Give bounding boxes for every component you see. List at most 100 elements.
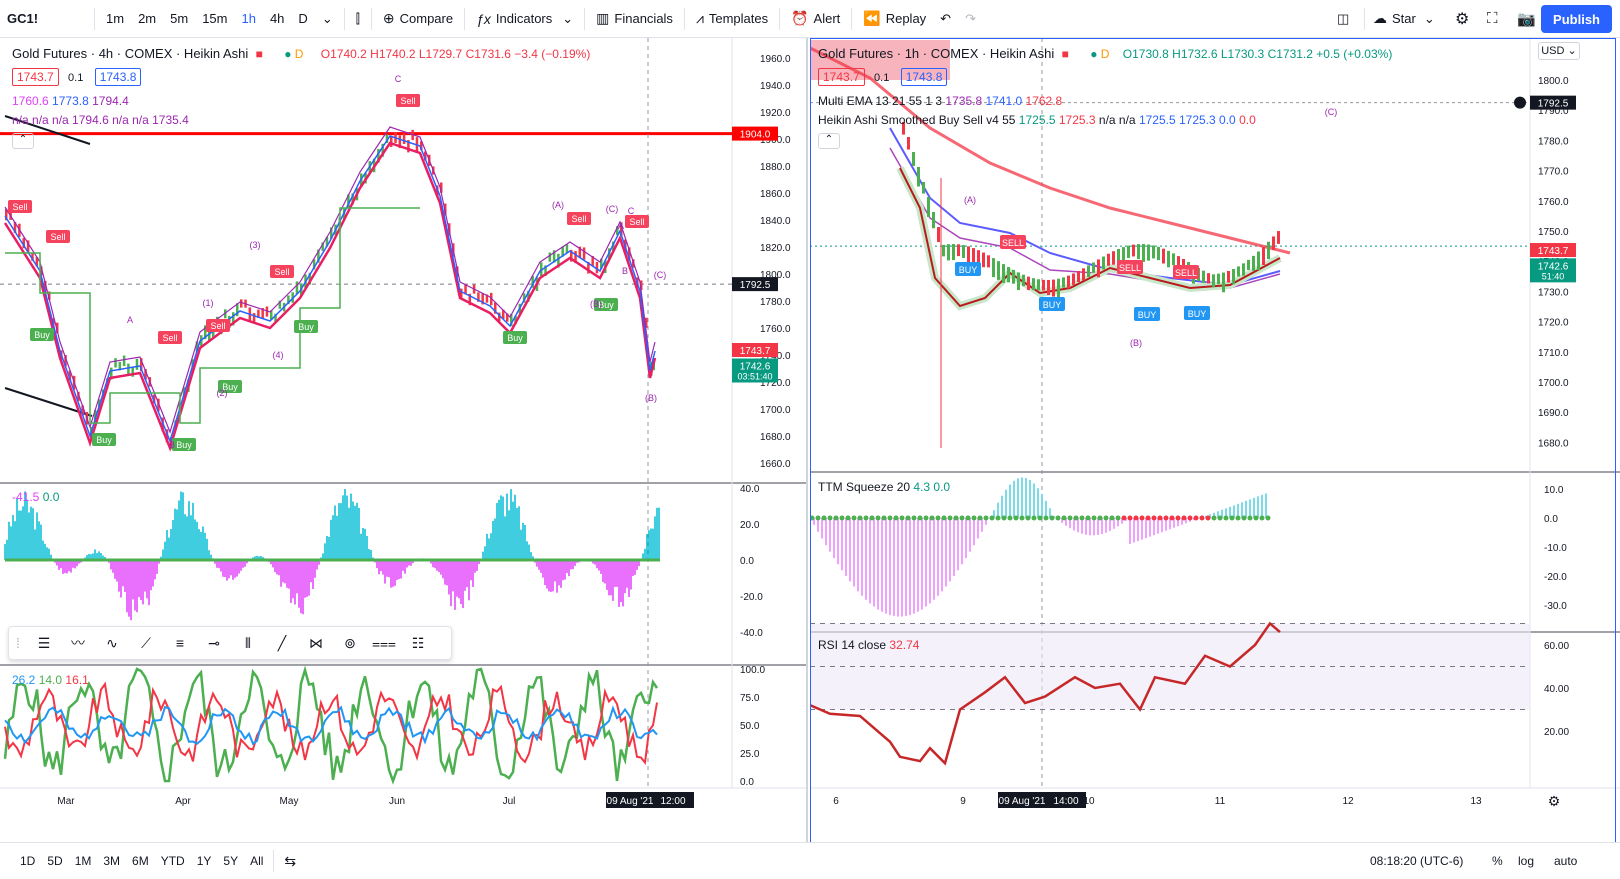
range-6m[interactable]: 6M [132, 854, 149, 868]
collapse-legend-button[interactable]: ⌃ [12, 133, 34, 149]
symbol-search[interactable]: GC1! [7, 11, 39, 26]
auto-toggle[interactable]: auto [1554, 854, 1578, 868]
range-5d[interactable]: 5D [47, 854, 63, 868]
range-ytd[interactable]: YTD [160, 854, 185, 868]
squeeze-dot [1133, 515, 1139, 521]
candle [1107, 253, 1110, 266]
candle [1277, 231, 1280, 244]
data-status-icon: ● [1090, 47, 1098, 61]
rsi-tick: 20.00 [1544, 727, 1569, 738]
interval-5m[interactable]: 5m [170, 11, 189, 26]
interval-4h[interactable]: 4h [269, 11, 285, 26]
more-lines-icon[interactable]: ☷ [411, 634, 425, 651]
interval-15m[interactable]: 15m [202, 11, 228, 26]
candle [152, 394, 156, 404]
candle [381, 143, 384, 157]
squeeze-dot [1085, 515, 1091, 521]
settings-lines-icon[interactable]: ⩶ [372, 634, 396, 651]
bar-style-icon[interactable]: ⫿ [355, 10, 360, 26]
templates-icon: ⩘ [695, 10, 704, 26]
camera-icon[interactable]: 📷 [1517, 10, 1536, 28]
horizontal-lines-icon[interactable]: ☰ [37, 634, 51, 651]
right-chart-canvas[interactable]: 1800.01790.01780.01770.01760.01750.01740… [810, 38, 1620, 842]
elliott-impulse-icon[interactable]: 〰 [71, 635, 85, 651]
log-toggle[interactable]: log [1518, 854, 1535, 868]
interval-2m[interactable]: 2m [138, 11, 157, 26]
squeeze-dot [869, 515, 875, 521]
candle [236, 303, 239, 317]
left-chart-panel[interactable]: 1960.01940.01920.01900.01880.01860.01840… [0, 38, 808, 842]
currency-selector[interactable]: USD ⌄ [1538, 42, 1580, 60]
undo-icon[interactable]: ↶ [940, 10, 952, 26]
squeeze-dot [863, 515, 869, 521]
compare-button[interactable]: ⊕ Compare [382, 10, 454, 26]
range-5y[interactable]: 5Y [223, 854, 239, 868]
buy-price-box[interactable]: 1743.8 [94, 68, 142, 86]
range-1y[interactable]: 1Y [196, 854, 212, 868]
osc1-tick: -20.0 [740, 592, 763, 603]
candle [1237, 266, 1240, 277]
candle [278, 300, 282, 309]
indicators-button[interactable]: ƒx Indicators ⌄ [476, 10, 574, 27]
buy-price-box[interactable]: 1743.8 [900, 68, 948, 86]
templates-button[interactable]: ⩘ Templates [695, 10, 769, 26]
drag-handle-icon[interactable]: ⁞ [16, 635, 20, 651]
supertrend-line [5, 207, 420, 424]
candle [927, 197, 930, 217]
trend-line [4, 115, 91, 145]
magnet-icon[interactable]: ⊚ [344, 634, 356, 651]
buy-signal [594, 298, 618, 311]
replay-button[interactable]: ⏪ Replay [863, 10, 927, 26]
sell-price-box[interactable]: 1743.7 [818, 68, 865, 86]
drawing-toolbar[interactable]: ⁞ ☰ 〰 ∿ ⟋ ≡ ⊸ ⦀ ╱ ⋈ ⊚ ⩶ ☷ [8, 626, 452, 660]
financials-button[interactable]: ▥ Financials [596, 10, 673, 26]
gear-icon[interactable]: ⚙ [1455, 10, 1470, 28]
sell-price-box[interactable]: 1743.7 [12, 68, 59, 86]
candle [1152, 245, 1155, 259]
clock-time[interactable]: 08:18:20 (UTC-6) [1370, 854, 1464, 868]
osc1-tick: -40.0 [740, 628, 763, 639]
flag-icon[interactable]: ■ [255, 47, 263, 61]
range-1d[interactable]: 1D [20, 854, 36, 868]
chevron-down-icon[interactable]: ⌄ [321, 10, 333, 26]
range-all[interactable]: All [250, 854, 264, 868]
right-chart-panel[interactable]: 1800.01790.01780.01770.01760.01750.01740… [810, 38, 1620, 844]
layout-icon[interactable]: ◫ [1337, 10, 1350, 26]
squeeze-dot [1079, 515, 1085, 521]
horizontal-ray-icon[interactable]: ⊸ [208, 634, 220, 651]
alert-button[interactable]: ⏰ Alert [791, 10, 841, 26]
moving-average-line [3, 141, 657, 452]
elliott-wave-label: (1) [203, 298, 214, 308]
publish-button[interactable]: Publish [1541, 5, 1612, 33]
elliott-correction-icon[interactable]: ∿ [106, 634, 118, 651]
interval-1h[interactable]: 1h [241, 11, 256, 26]
line-icon[interactable]: ╱ [277, 634, 287, 651]
gear-icon[interactable]: ⚙ [1548, 793, 1561, 809]
squeeze-dot [839, 515, 845, 521]
candle [398, 135, 402, 149]
vertical-lines-icon[interactable]: ⦀ [244, 634, 252, 651]
percent-toggle[interactable]: % [1492, 854, 1503, 868]
pattern-icon[interactable]: ⋈ [309, 634, 323, 651]
collapse-legend-button[interactable]: ⌃ [818, 133, 840, 149]
rsi-tick: 40.00 [1544, 684, 1569, 695]
range-1m[interactable]: 1M [74, 854, 92, 868]
time-label: Mar [57, 796, 75, 807]
fullscreen-icon[interactable]: ⛶ [1487, 10, 1498, 27]
interval-d[interactable]: D [298, 11, 308, 26]
sell-signal [8, 200, 32, 213]
buy-signal-text: BUY [1138, 310, 1157, 320]
interval-1m[interactable]: 1m [106, 11, 125, 26]
ha-smoothed-line [899, 167, 1281, 308]
candle [157, 398, 160, 412]
range-3m[interactable]: 3M [103, 854, 121, 868]
star-button[interactable]: ☁ Star ⌄ [1373, 10, 1435, 26]
time-label: Apr [175, 796, 191, 807]
left-chart-canvas[interactable]: 1960.01940.01920.01900.01880.01860.01840… [0, 38, 806, 842]
goto-date-icon[interactable]: ⇆ [284, 852, 297, 869]
redo-icon[interactable]: ↷ [965, 10, 976, 26]
trend-line-icon[interactable]: ⟋ [141, 634, 151, 651]
fib-icon[interactable]: ≡ [175, 635, 185, 651]
flag-icon[interactable]: ■ [1061, 47, 1069, 61]
price-tick: 1710.0 [1538, 348, 1569, 359]
